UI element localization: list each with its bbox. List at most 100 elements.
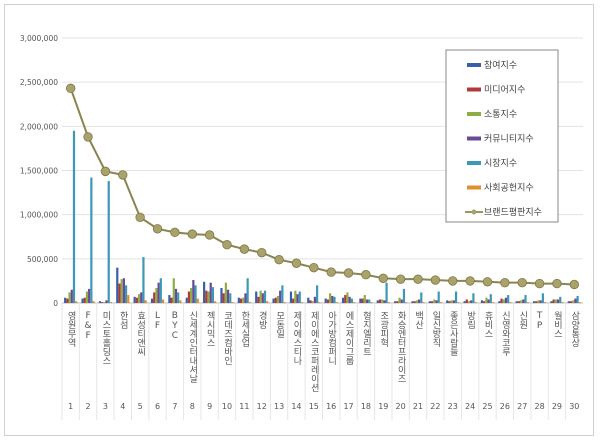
line-point [100,166,111,177]
line-point [257,247,267,258]
bar-커뮤니티지수 [261,293,264,303]
line-point [170,227,180,238]
bar-미디어지수 [552,299,555,303]
category-label: 일신방직 [430,311,440,348]
bar-커뮤니티지수 [279,290,282,303]
line-point [83,132,93,142]
bar-소통지수 [120,279,123,303]
line-point [65,83,76,94]
category-label: 모동일 [274,311,284,338]
category-label: 효성티앤씨 [135,311,145,356]
bar-시장지수 [281,285,284,303]
bar-참여지수 [428,301,431,303]
bar-참여지수 [498,301,501,303]
bar-소통지수 [85,291,89,303]
bar-시장지수 [142,257,145,303]
bar-미디어지수 [205,290,208,303]
line-point [552,278,562,289]
bar-미디어지수 [361,298,364,303]
bar-미디어지수 [309,300,312,303]
bar-사회공헌지수 [231,302,234,303]
bar-사회공헌지수 [405,302,408,303]
bar-미디어지수 [517,301,521,303]
bar-시장지수 [507,295,510,303]
bar-미디어지수 [396,301,399,303]
bar-커뮤니티지수 [383,300,386,303]
bar-사회공헌지수 [491,302,495,303]
bar-참여지수 [550,301,553,303]
rank-label: 26 [500,402,510,411]
y-tick-label: 2,000,000 [20,122,58,131]
bar-참여지수 [446,300,449,303]
bar-커뮤니티지수 [504,297,508,303]
line-point [135,212,145,223]
bar-시장지수 [576,295,579,303]
category-label: 제이에스코퍼레이션 [309,311,319,392]
line-point [204,230,215,240]
rank-label: 17 [343,402,353,411]
bar-소통지수 [224,282,227,303]
line-point [465,276,475,286]
bar-사회공헌지수 [75,301,78,303]
bar-시장지수 [246,278,249,303]
line-point [291,258,302,268]
bar-미디어지수 [535,301,538,303]
bar-커뮤니티지수 [418,299,421,303]
category-label: 좋은사람들 [448,311,458,356]
bar-커뮤니티지수 [400,299,403,303]
bar-참여지수 [150,298,154,303]
bar-커뮤니티지수 [365,299,369,303]
line-point [569,279,580,290]
rank-label: 3 [103,402,108,411]
bar-참여지수 [255,291,258,303]
bar-사회공헌지수 [248,302,251,303]
legend-label: 미디어지수 [484,85,525,96]
rank-label: 1 [68,402,73,411]
bar-사회공헌지수 [352,302,356,303]
y-tick-label: 2,500,000 [20,78,58,87]
bar-사회공헌지수 [109,302,113,303]
bar-참여지수 [359,298,362,303]
bar-사회공헌지수 [422,302,425,303]
line-point [187,229,197,239]
bar-사회공헌지수 [335,302,338,303]
legend-swatch [467,112,481,116]
rank-label: 15 [309,402,319,411]
bar-시장지수 [368,299,371,303]
rank-label: 9 [207,402,212,411]
rank-label: 30 [569,402,579,411]
line-point [430,275,441,285]
bar-사회공헌지수 [526,302,529,303]
bar-소통지수 [207,291,210,303]
line-point [500,277,510,288]
bar-소통지수 [381,299,384,303]
bar-소통지수 [537,300,540,303]
bar-시장지수 [90,177,93,303]
bar-시장지수 [263,290,267,303]
bar-시장지수 [385,282,388,303]
rank-label: 6 [155,402,160,411]
bar-시장지수 [211,287,215,303]
rank-label: 22 [430,402,440,411]
rank-label: 12 [257,402,267,411]
rank-label: 14 [291,402,301,411]
category-label: 조광피혁 [378,311,388,348]
bar-미디어지수 [326,299,329,303]
y-tick-label: 1,500,000 [20,167,58,176]
bar-미디어지수 [378,299,382,303]
y-tick-label: 0 [53,299,58,308]
legend-label: 사회공헌지수 [484,183,534,194]
bar-커뮤니티지수 [435,300,438,303]
line-point [152,224,163,234]
bar-소통지수 [398,297,401,303]
bar-미디어지수 [292,298,295,303]
line-point [222,239,232,250]
rank-label: 24 [465,402,475,411]
bar-커뮤니티지수 [192,280,195,303]
bar-참여지수 [81,298,84,303]
bar-커뮤니티지수 [313,296,317,303]
bar-소통지수 [137,294,141,303]
bar-시장지수 [437,291,440,303]
line-point [326,267,336,277]
